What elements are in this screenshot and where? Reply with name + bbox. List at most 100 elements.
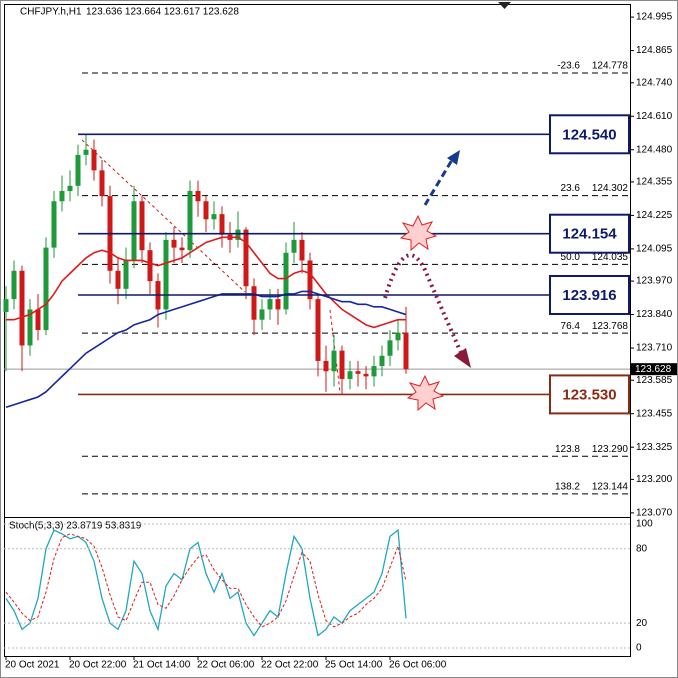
fib-price: 124.778: [592, 61, 629, 72]
y-tick-label: 123.070: [636, 508, 673, 519]
candle-body: [283, 252, 289, 310]
x-tick-label: 21 Oct 14:00: [133, 660, 191, 671]
candle-body: [379, 355, 385, 367]
candle-body: [211, 214, 217, 220]
y-tick-label: 123.200: [636, 474, 673, 485]
y-tick-label: 123.710: [636, 343, 673, 354]
fib-price: 124.035: [592, 252, 629, 263]
candle-body: [19, 270, 25, 346]
candle-body: [259, 309, 265, 320]
y-tick-label: 123.840: [636, 309, 673, 320]
y-tick-label: 124.095: [636, 244, 673, 255]
y-tick-label: 124.610: [636, 111, 673, 122]
fib-ratio: -23.6: [557, 61, 580, 72]
fib-anchor-line: [81, 139, 246, 293]
shift-marker: [498, 2, 511, 9]
fib-price: 124.302: [592, 183, 629, 194]
fib-price: 123.768: [592, 321, 629, 332]
indicator-panel: [4, 517, 631, 657]
candle-body: [307, 260, 313, 300]
y-tick-label: 124.355: [636, 177, 673, 188]
candle-body: [387, 340, 393, 356]
last-price-box: [631, 363, 677, 376]
candle-body: [59, 190, 65, 202]
level-label: 124.154: [562, 226, 617, 243]
breakout-burst: [399, 214, 438, 252]
candle-body: [299, 239, 305, 261]
fib-ratio: 123.8: [555, 444, 580, 455]
symbol: CHFJPY.h,H1: [20, 7, 82, 18]
y-tick-label: 123.325: [636, 442, 673, 453]
candle-body: [355, 371, 361, 374]
fib-ratio: 76.4: [561, 321, 581, 332]
candle-body: [235, 229, 241, 240]
indicator-title: Stoch(5,3,3) 23.8719 53.8319: [9, 521, 142, 532]
candle-body: [403, 332, 409, 370]
candle-body: [315, 299, 321, 361]
stoch-tick-label: 100: [636, 519, 653, 530]
y-tick-label: 124.480: [636, 144, 673, 155]
level-box: [549, 213, 630, 254]
candle-body: [331, 350, 337, 372]
candle-body: [395, 332, 401, 341]
last-price-label: 123.628: [635, 364, 672, 375]
moving-average: [6, 236, 406, 329]
level-label: 123.916: [562, 287, 616, 304]
x-tick-label: 22 Oct 06:00: [197, 660, 255, 671]
candle-body: [115, 270, 121, 289]
stoch-tick-label: 0: [636, 643, 642, 654]
y-tick-label: 124.865: [636, 45, 673, 56]
x-tick-label: 25 Oct 14:00: [325, 660, 383, 671]
plot: -23.6 124.778 23.6 124.302 50.0 124.035 76.4 12…: [3, 61, 630, 637]
candle-body: [91, 149, 97, 171]
x-tick-label: 20 Oct 2021: [5, 660, 60, 671]
down-arrow-head: [454, 348, 471, 368]
candle-body: [75, 154, 81, 186]
fib-ratio: 23.6: [561, 183, 581, 194]
stoch-main: [5, 528, 407, 637]
candle-body: [243, 229, 249, 287]
candle-body: [43, 247, 49, 331]
candle-body: [139, 201, 145, 251]
level-label: 124.540: [562, 126, 616, 143]
candle-body: [11, 270, 17, 300]
y-tick-label: 123.970: [636, 276, 673, 287]
candle-body: [171, 239, 177, 248]
candle-body: [147, 250, 153, 282]
y-tick-label: 124.740: [636, 77, 673, 88]
candle-body: [67, 185, 73, 191]
candle-body: [3, 299, 9, 312]
level-label: 123.530: [562, 386, 616, 403]
candle-body: [131, 201, 137, 261]
level-box: [549, 374, 630, 415]
y-tick-label: 124.225: [636, 210, 673, 221]
candle-body: [251, 286, 257, 320]
stoch-tick-label: 20: [636, 618, 648, 629]
candle-body: [339, 350, 345, 379]
y-tick-label: 123.455: [636, 408, 673, 419]
candle-body: [275, 299, 281, 310]
quote: 123.636 123.664 123.617 123.628: [86, 7, 239, 18]
stoch-tick-label: 80: [636, 543, 648, 554]
candle-body: [371, 366, 377, 377]
y-tick-label: 124.995: [636, 12, 673, 23]
candle-body: [323, 360, 329, 372]
up-arrow-head: [447, 150, 460, 165]
candle-body: [347, 371, 353, 379]
fib-anchor-line: [329, 309, 341, 393]
candle-body: [195, 190, 201, 202]
fib-ratio: 138.2: [555, 481, 580, 492]
level-box: [549, 274, 630, 315]
candle-body: [27, 309, 33, 346]
fib-ratio: 50.0: [561, 252, 581, 263]
candle-body: [291, 239, 297, 253]
candle-body: [179, 247, 185, 251]
breakout-burst: [406, 374, 445, 412]
level-box: [549, 114, 630, 155]
candle-body: [187, 190, 193, 251]
x-tick-label: 20 Oct 22:00: [69, 660, 127, 671]
fib-price: 123.290: [592, 444, 629, 455]
x-tick-label: 22 Oct 22:00: [261, 660, 319, 671]
